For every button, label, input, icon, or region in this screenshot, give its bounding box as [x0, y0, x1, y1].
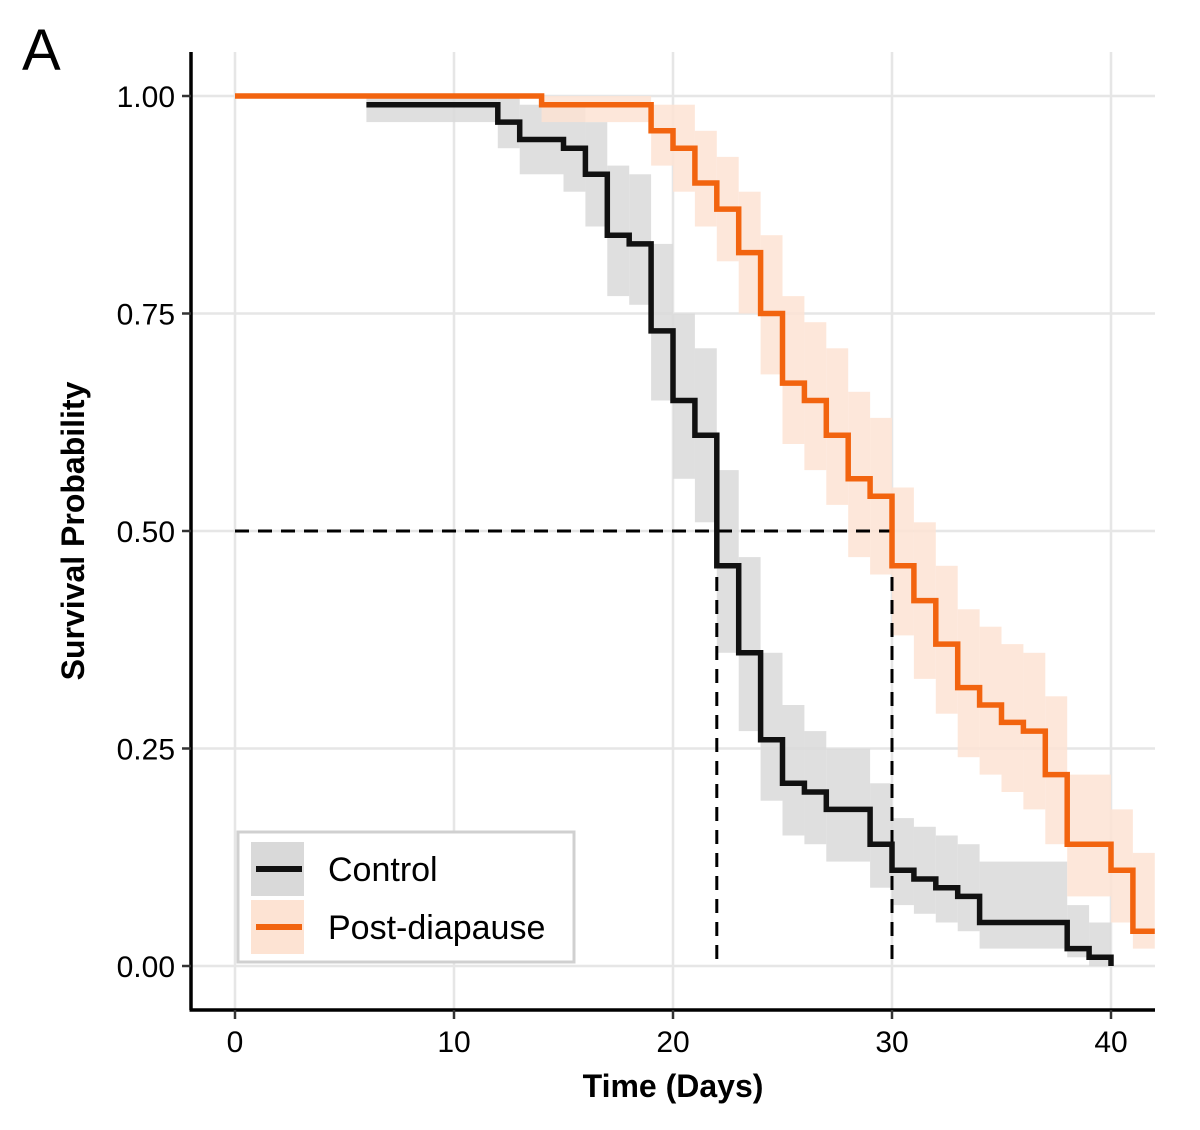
ci-band-post-diapause [1001, 644, 1024, 792]
ci-band-post-diapause [651, 104, 673, 166]
ci-band-control [935, 835, 958, 923]
ci-band-post-diapause [760, 235, 783, 375]
ci-band-control [804, 731, 827, 845]
ci-band-post-diapause [782, 296, 805, 444]
ci-band-control [366, 96, 498, 123]
ticks: 0 10 20 30 40 0.00 0.25 0.50 0.75 1.00 [117, 81, 1128, 1059]
legend: Control Post-diapause [236, 830, 576, 964]
ci-band-post-diapause [979, 626, 1002, 775]
ci-band-control [913, 826, 936, 914]
ci-band-control [651, 243, 673, 401]
median-lines [235, 529, 894, 966]
panel-label: A [22, 18, 61, 83]
curve-control [366, 101, 1114, 966]
survival-curves [235, 93, 1155, 966]
x-tick-label: 20 [656, 1026, 689, 1059]
ci-band-post-diapause [826, 348, 849, 505]
curve-post-diapause [235, 93, 1155, 934]
legend-label: Post-diapause [328, 909, 545, 947]
ci-band-post-diapause [1045, 696, 1068, 845]
ci-band-control [629, 174, 652, 305]
ci-band-post-diapause [1132, 852, 1155, 949]
x-tick-label: 30 [875, 1026, 908, 1059]
x-tick-label: 40 [1094, 1026, 1127, 1059]
ci-band-control [826, 748, 871, 862]
y-tick-label: 0.00 [117, 951, 175, 984]
ci-band-control [673, 313, 695, 479]
ci-band-post-diapause [935, 565, 958, 714]
ci-band-control [607, 165, 630, 297]
x-tick-label: 0 [227, 1026, 244, 1059]
y-axis-title: Survival Probability [55, 381, 91, 680]
ci-band-post-diapause [541, 96, 652, 123]
y-tick-label: 1.00 [117, 81, 175, 114]
ci-band-post-diapause [1067, 774, 1111, 897]
ci-band-post-diapause [1111, 809, 1133, 923]
ci-band-post-diapause [892, 487, 914, 636]
y-tick-label: 0.75 [117, 299, 175, 332]
ci-band-control [979, 861, 1068, 949]
ci-band-post-diapause [694, 130, 717, 227]
ci-band-control [760, 652, 783, 801]
y-tick-label: 0.50 [117, 516, 175, 549]
x-axis-title: Time (Days) [583, 1068, 764, 1104]
legend-label: Control [328, 851, 438, 889]
ci-band-control [957, 844, 980, 932]
ci-band-control [716, 470, 739, 653]
ci-band-post-diapause [957, 609, 980, 758]
ci-band-control [1067, 905, 1090, 958]
y-tick-label: 0.25 [117, 734, 175, 767]
x-tick-label: 10 [437, 1026, 470, 1059]
ci-band-control [870, 783, 892, 888]
ci-band-control [892, 818, 914, 906]
ci-band-control [738, 557, 761, 732]
ci-band-post-diapause [848, 391, 871, 558]
ci-band-control [782, 705, 805, 836]
ci-band-post-diapause [804, 322, 827, 471]
